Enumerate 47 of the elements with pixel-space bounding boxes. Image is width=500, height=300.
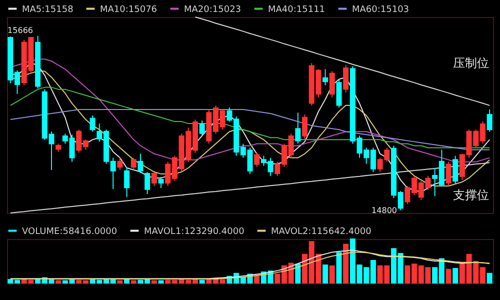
candlestick: [117, 157, 123, 170]
candlestick: [343, 64, 349, 93]
candlestick: [336, 78, 342, 108]
candlestick: [452, 155, 458, 184]
candlestick: [151, 171, 157, 187]
candlestick: [486, 108, 492, 132]
legend-label: MA60:15103: [352, 4, 410, 15]
candlestick: [329, 70, 335, 98]
bar: [130, 280, 136, 284]
candlestick: [295, 112, 301, 144]
legend-label: MA5:15158: [22, 4, 74, 15]
bar: [158, 280, 164, 284]
bar: [295, 264, 301, 284]
candlestick: [138, 153, 144, 174]
bar: [343, 244, 349, 284]
bar: [452, 268, 458, 284]
candlestick: [130, 157, 136, 170]
bar: [117, 280, 123, 284]
bar: [151, 280, 157, 284]
bar: [446, 268, 452, 284]
bar: [329, 265, 335, 284]
candlestick: [124, 167, 130, 198]
bar: [336, 252, 342, 284]
bar: [322, 264, 328, 284]
text: 15666: [8, 26, 33, 35]
legend-label: VOLUME:58416.0000: [22, 226, 118, 237]
legend-label: MA10:15076: [100, 4, 158, 15]
candlestick: [158, 176, 164, 189]
candlestick: [199, 120, 205, 136]
candlestick: [90, 115, 96, 132]
legend-label: MA20:15023: [184, 4, 242, 15]
bar: [56, 280, 62, 284]
legend-label: MA40:15111: [268, 4, 326, 15]
candlestick: [254, 152, 260, 168]
bar: [486, 272, 492, 284]
bar: [199, 280, 205, 284]
candlestick: [446, 161, 452, 187]
legend-label: MAVOL2:115642.4000: [271, 226, 372, 237]
candlestick: [322, 68, 328, 86]
annotation: 14800: [372, 206, 397, 215]
annotation: 压制位: [453, 56, 489, 70]
bar: [124, 279, 130, 284]
candlestick: [144, 171, 150, 195]
candlestick: [302, 114, 308, 140]
legend-label: MAVOL1:123290.4000: [144, 226, 245, 237]
annotation: 支撑位: [453, 188, 489, 202]
bar: [254, 276, 260, 284]
